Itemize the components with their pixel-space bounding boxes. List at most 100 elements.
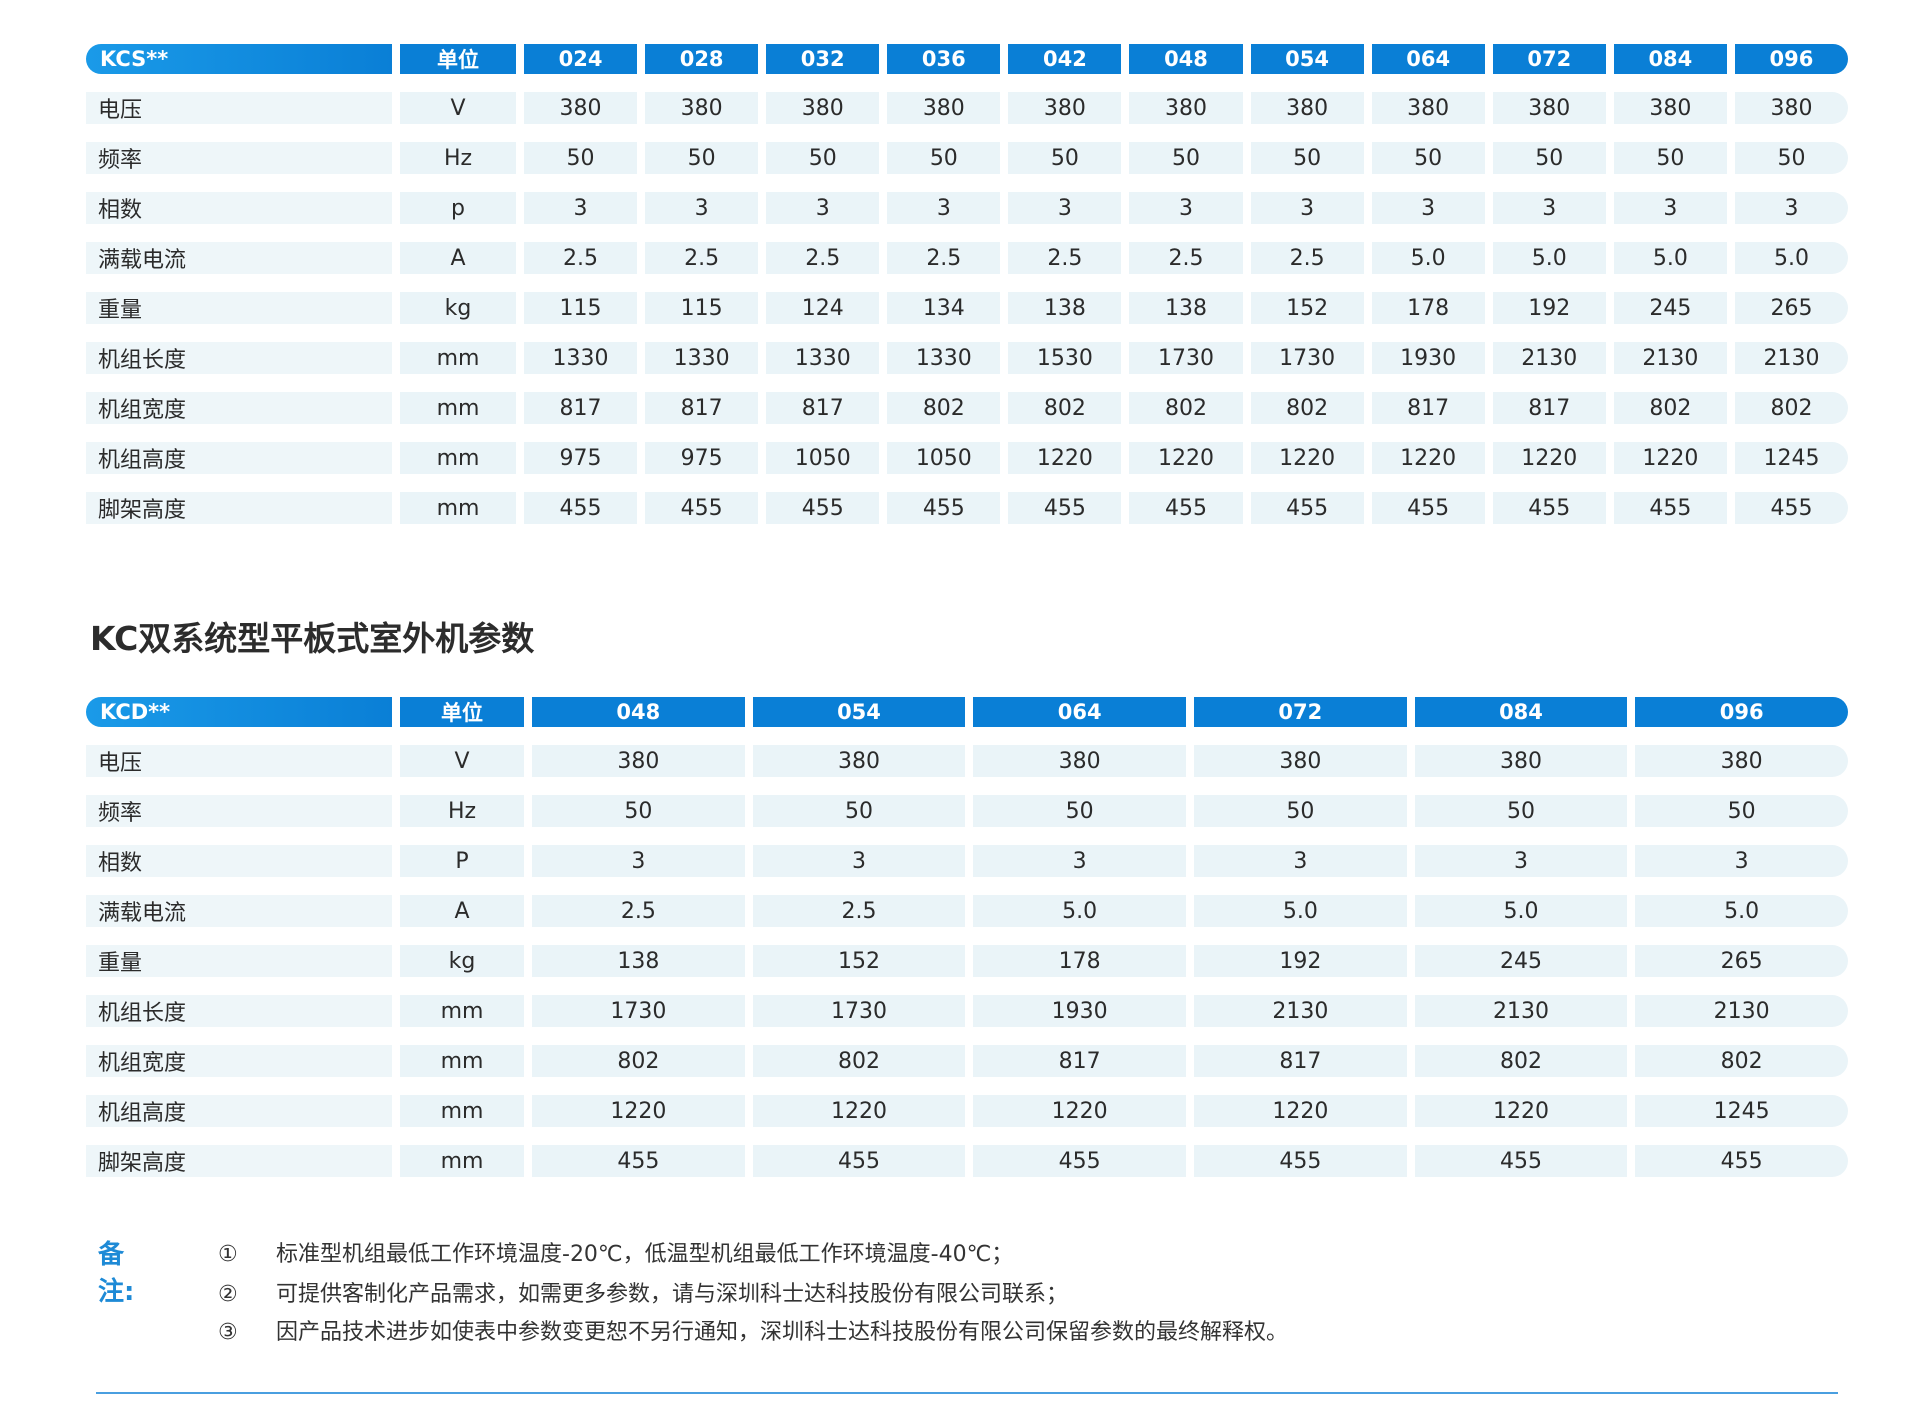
value-cell: 2130 xyxy=(1414,995,1628,1027)
value-cell: 3 xyxy=(1613,192,1727,224)
value-cell: 380 xyxy=(1635,745,1848,777)
value-cell: 1050 xyxy=(887,442,1001,474)
value-cell: 5.0 xyxy=(1371,242,1485,274)
parameter-name-cell: 满载电流 xyxy=(86,895,392,927)
unit-header: 单位 xyxy=(400,697,524,727)
value-cell: 817 xyxy=(766,392,880,424)
value-cell: 802 xyxy=(887,392,1001,424)
value-cell: 50 xyxy=(1008,142,1122,174)
value-cell: 2.5 xyxy=(1008,242,1122,274)
parameter-name-cell: 机组宽度 xyxy=(86,392,392,424)
parameter-name-cell: 脚架高度 xyxy=(86,1145,392,1177)
value-cell: 3 xyxy=(766,192,880,224)
unit-cell: Hz xyxy=(400,795,524,827)
unit-header: 单位 xyxy=(400,44,516,74)
value-cell: 1220 xyxy=(1371,442,1485,474)
value-cell: 2.5 xyxy=(524,242,638,274)
model-code-header: 054 xyxy=(752,697,966,727)
value-cell: 265 xyxy=(1635,945,1848,977)
value-cell: 817 xyxy=(1371,392,1485,424)
model-code-header: 028 xyxy=(645,44,759,74)
value-cell: 5.0 xyxy=(1734,242,1848,274)
value-cell: 817 xyxy=(645,392,759,424)
value-cell: 1220 xyxy=(1613,442,1727,474)
model-series-header: KCS** xyxy=(86,44,392,74)
value-cell: 1220 xyxy=(1414,1095,1628,1127)
value-cell: 455 xyxy=(1635,1145,1848,1177)
parameter-name-cell: 机组高度 xyxy=(86,1095,392,1127)
parameter-name-cell: 频率 xyxy=(86,142,392,174)
parameter-name-cell: 相数 xyxy=(86,845,392,877)
value-cell: 3 xyxy=(532,845,745,877)
value-cell: 3 xyxy=(752,845,966,877)
value-cell: 1220 xyxy=(1129,442,1243,474)
value-cell: 380 xyxy=(752,745,966,777)
value-cell: 802 xyxy=(532,1045,745,1077)
value-cell: 455 xyxy=(973,1145,1186,1177)
value-cell: 124 xyxy=(766,292,880,324)
parameter-name-cell: 满载电流 xyxy=(86,242,392,274)
value-cell: 115 xyxy=(645,292,759,324)
model-code-header: 096 xyxy=(1635,697,1848,727)
value-cell: 455 xyxy=(752,1145,966,1177)
model-code-header: 072 xyxy=(1492,44,1606,74)
footer-divider xyxy=(96,1392,1838,1394)
model-code-header: 024 xyxy=(524,44,638,74)
value-cell: 1220 xyxy=(1194,1095,1407,1127)
value-cell: 50 xyxy=(752,795,966,827)
model-code-header: 096 xyxy=(1734,44,1848,74)
value-cell: 2.5 xyxy=(766,242,880,274)
value-cell: 975 xyxy=(524,442,638,474)
value-cell: 455 xyxy=(887,492,1001,524)
value-cell: 245 xyxy=(1414,945,1628,977)
value-cell: 455 xyxy=(1371,492,1485,524)
value-cell: 2130 xyxy=(1613,342,1727,374)
value-cell: 1730 xyxy=(752,995,966,1027)
value-cell: 265 xyxy=(1734,292,1848,324)
value-cell: 50 xyxy=(645,142,759,174)
value-cell: 2.5 xyxy=(752,895,966,927)
value-cell: 5.0 xyxy=(1635,895,1848,927)
unit-cell: kg xyxy=(400,945,524,977)
model-code-header: 032 xyxy=(766,44,880,74)
model-code-header: 048 xyxy=(1129,44,1243,74)
value-cell: 192 xyxy=(1194,945,1407,977)
value-cell: 802 xyxy=(1414,1045,1628,1077)
value-cell: 5.0 xyxy=(1194,895,1407,927)
value-cell: 1220 xyxy=(532,1095,745,1127)
value-cell: 50 xyxy=(1129,142,1243,174)
value-cell: 5.0 xyxy=(973,895,1186,927)
note-text: 可提供客制化产品需求，如需更多参数，请与深圳科士达科技股份有限公司联系； xyxy=(276,1282,1069,1307)
value-cell: 2.5 xyxy=(1250,242,1364,274)
value-cell: 380 xyxy=(1129,92,1243,124)
value-cell: 1245 xyxy=(1635,1095,1848,1127)
value-cell: 3 xyxy=(1371,192,1485,224)
note-item: ① 标准型机组最低工作环境温度-20℃，低温型机组最低工作环境温度-40℃； xyxy=(218,1236,1013,1268)
value-cell: 1220 xyxy=(1492,442,1606,474)
value-cell: 138 xyxy=(1008,292,1122,324)
parameter-name-cell: 机组高度 xyxy=(86,442,392,474)
value-cell: 817 xyxy=(1492,392,1606,424)
model-code-header: 084 xyxy=(1414,697,1628,727)
value-cell: 50 xyxy=(766,142,880,174)
kcd-spec-table: KCD** 单位 048 054 064 072 084 096 电压 V 380 380 380 380… xyxy=(86,697,1848,1177)
note-number: ① xyxy=(218,1242,238,1267)
value-cell: 1245 xyxy=(1734,442,1848,474)
unit-cell: Hz xyxy=(400,142,516,174)
kcs-spec-table: KCS** 单位 024 028 032 036 042 048 054 064 072 084 096… xyxy=(86,44,1848,524)
value-cell: 50 xyxy=(532,795,745,827)
value-cell: 50 xyxy=(973,795,1186,827)
value-cell: 1220 xyxy=(1008,442,1122,474)
value-cell: 50 xyxy=(1613,142,1727,174)
section-title-kcd: KC双系统型平板式室外机参数 xyxy=(90,619,535,658)
unit-cell: mm xyxy=(400,392,516,424)
value-cell: 1730 xyxy=(532,995,745,1027)
value-cell: 1530 xyxy=(1008,342,1122,374)
value-cell: 1730 xyxy=(1129,342,1243,374)
value-cell: 1050 xyxy=(766,442,880,474)
model-code-header: 084 xyxy=(1613,44,1727,74)
unit-cell: mm xyxy=(400,1045,524,1077)
value-cell: 5.0 xyxy=(1613,242,1727,274)
value-cell: 50 xyxy=(524,142,638,174)
unit-cell: A xyxy=(400,242,516,274)
